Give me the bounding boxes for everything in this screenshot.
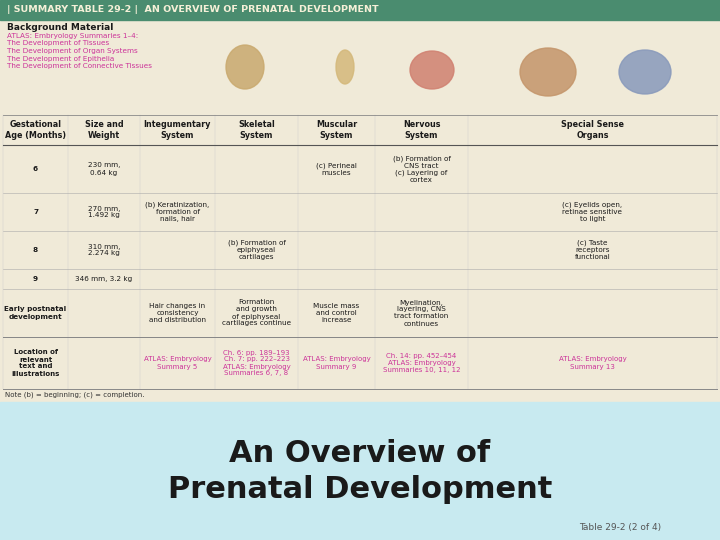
- Text: (c) Taste
receptors
functional: (c) Taste receptors functional: [575, 240, 611, 260]
- Text: (b) Keratinization,
formation of
nails, hair: (b) Keratinization, formation of nails, …: [145, 202, 210, 222]
- Text: 270 mm,
1.492 kg: 270 mm, 1.492 kg: [88, 206, 120, 219]
- Text: (c) Eyelids open,
retinae sensitive
to light: (c) Eyelids open, retinae sensitive to l…: [562, 202, 623, 222]
- Text: Gestational
Age (Months): Gestational Age (Months): [5, 120, 66, 140]
- Text: 6: 6: [33, 166, 38, 172]
- Text: ATLAS: Embryology Summaries 1–4:: ATLAS: Embryology Summaries 1–4:: [7, 33, 138, 39]
- Text: (c) Perineal
muscles: (c) Perineal muscles: [316, 162, 357, 176]
- Text: 7: 7: [33, 209, 38, 215]
- Text: Table 29-2 (2 of 4): Table 29-2 (2 of 4): [579, 523, 661, 532]
- Ellipse shape: [336, 50, 354, 84]
- Text: The Development of Connective Tissues: The Development of Connective Tissues: [7, 63, 152, 69]
- Text: Background Material: Background Material: [7, 23, 113, 32]
- Text: 8: 8: [33, 247, 38, 253]
- Text: ATLAS: Embryology
Summary 9: ATLAS: Embryology Summary 9: [302, 356, 370, 369]
- Text: Note (b) = beginning; (c) = completion.: Note (b) = beginning; (c) = completion.: [5, 392, 145, 399]
- Text: Size and
Weight: Size and Weight: [85, 120, 123, 140]
- Text: The Development of Tissues: The Development of Tissues: [7, 40, 109, 46]
- Text: Muscular
System: Muscular System: [316, 120, 357, 140]
- Text: Muscle mass
and control
increase: Muscle mass and control increase: [313, 303, 359, 323]
- Text: 9: 9: [33, 276, 38, 282]
- Text: Prenatal Development: Prenatal Development: [168, 475, 552, 503]
- Text: Skeletal
System: Skeletal System: [238, 120, 275, 140]
- Text: ATLAS: Embryology
Summary 5: ATLAS: Embryology Summary 5: [143, 356, 212, 369]
- Text: ATLAS: Embryology
Summary 13: ATLAS: Embryology Summary 13: [559, 356, 626, 369]
- Text: Location of
relevant
text and
illustrations: Location of relevant text and illustrati…: [12, 349, 60, 376]
- Text: Nervous
System: Nervous System: [402, 120, 440, 140]
- Bar: [0, 402, 720, 540]
- Text: Myelination,
layering, CNS
tract formation
continues: Myelination, layering, CNS tract formati…: [395, 300, 449, 327]
- Text: Ch. 14: pp. 452–454
ATLAS: Embryology
Summaries 10, 11, 12: Ch. 14: pp. 452–454 ATLAS: Embryology Su…: [383, 353, 460, 373]
- Text: (b) Formation of
epiphyseal
cartilages: (b) Formation of epiphyseal cartilages: [228, 240, 285, 260]
- Bar: [0, 20, 720, 115]
- Text: 310 mm,
2.274 kg: 310 mm, 2.274 kg: [88, 244, 120, 256]
- Text: Special Sense
Organs: Special Sense Organs: [561, 120, 624, 140]
- Text: Formation
and growth
of epiphyseal
cartilages continue: Formation and growth of epiphyseal carti…: [222, 300, 291, 327]
- Text: An Overview of: An Overview of: [230, 438, 490, 468]
- Ellipse shape: [226, 45, 264, 89]
- Text: | SUMMARY TABLE 29-2 |  AN OVERVIEW OF PRENATAL DEVELOPMENT: | SUMMARY TABLE 29-2 | AN OVERVIEW OF PR…: [7, 5, 379, 15]
- Text: 230 mm,
0.64 kg: 230 mm, 0.64 kg: [88, 163, 120, 176]
- Text: 346 mm, 3.2 kg: 346 mm, 3.2 kg: [76, 276, 132, 282]
- Text: Ch. 6: pp. 189–193
Ch. 7: pp. 222–223
ATLAS: Embryology
Summaries 6, 7, 8: Ch. 6: pp. 189–193 Ch. 7: pp. 222–223 AT…: [222, 349, 290, 376]
- Bar: [0, 0, 720, 20]
- Text: Hair changes in
consistency
and distribution: Hair changes in consistency and distribu…: [149, 303, 206, 323]
- Ellipse shape: [619, 50, 671, 94]
- Text: (b) Formation of
CNS tract
(c) Layering of
cortex: (b) Formation of CNS tract (c) Layering …: [392, 155, 451, 183]
- Ellipse shape: [410, 51, 454, 89]
- Text: The Development of Organ Systems: The Development of Organ Systems: [7, 48, 138, 54]
- Text: The Development of Epithelia: The Development of Epithelia: [7, 56, 114, 62]
- Ellipse shape: [520, 48, 576, 96]
- Text: Early postnatal
development: Early postnatal development: [4, 307, 66, 320]
- Text: Integumentary
System: Integumentary System: [144, 120, 211, 140]
